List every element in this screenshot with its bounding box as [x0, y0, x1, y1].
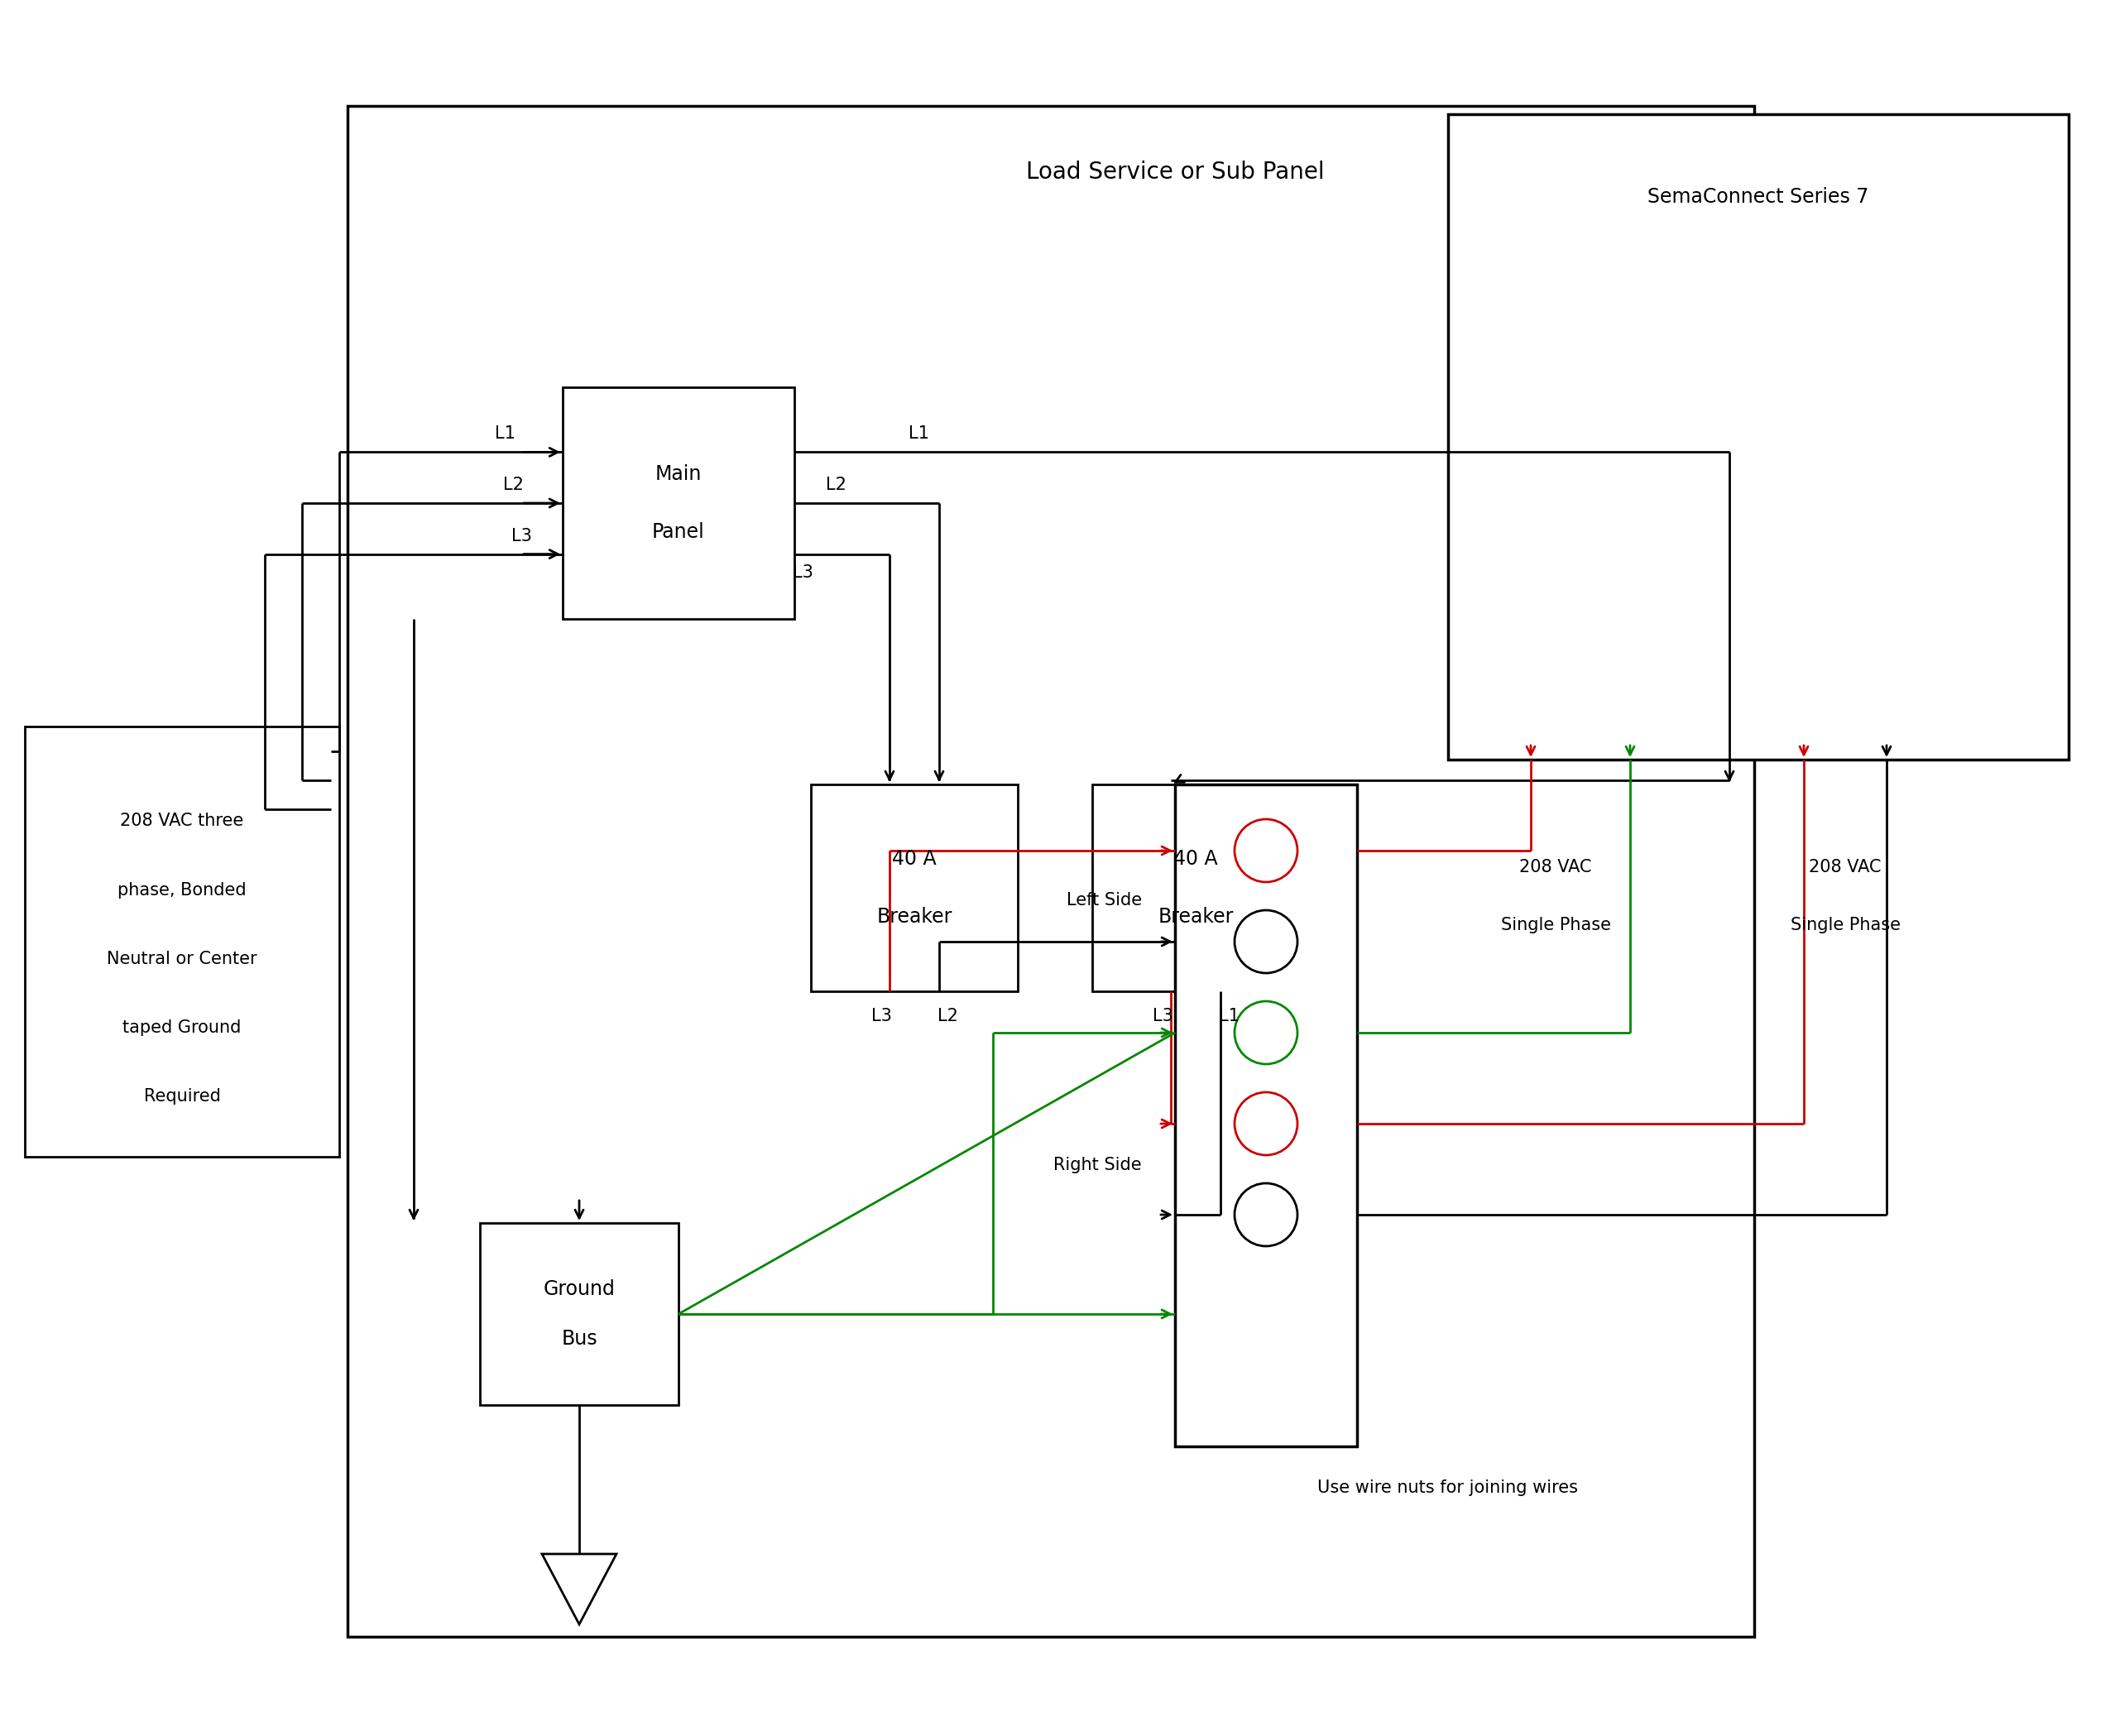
- Circle shape: [1234, 819, 1298, 882]
- Text: Main: Main: [656, 464, 703, 484]
- Bar: [1447, 115, 2068, 760]
- Text: Breaker: Breaker: [876, 906, 952, 927]
- Text: 40 A: 40 A: [1173, 849, 1217, 868]
- Text: L1: L1: [494, 425, 515, 443]
- Text: Breaker: Breaker: [1158, 906, 1234, 927]
- Text: L3: L3: [793, 564, 812, 580]
- Text: 208 VAC: 208 VAC: [1519, 859, 1591, 875]
- Text: 208 VAC three: 208 VAC three: [120, 812, 245, 830]
- Text: Ground: Ground: [542, 1279, 616, 1299]
- Text: Single Phase: Single Phase: [1500, 917, 1610, 934]
- Text: Bus: Bus: [561, 1328, 597, 1349]
- Text: L2: L2: [502, 477, 523, 493]
- Text: Neutral or Center: Neutral or Center: [108, 951, 257, 967]
- Text: phase, Bonded: phase, Bonded: [118, 882, 247, 898]
- Text: 208 VAC: 208 VAC: [1808, 859, 1882, 875]
- Bar: [810, 785, 1017, 991]
- Text: L1: L1: [907, 425, 928, 443]
- Circle shape: [1234, 1092, 1298, 1154]
- Text: Left Side: Left Side: [1066, 892, 1142, 908]
- Text: taped Ground: taped Ground: [122, 1019, 241, 1036]
- Circle shape: [1234, 1002, 1298, 1064]
- Text: L3: L3: [1152, 1009, 1173, 1024]
- Bar: [563, 387, 793, 620]
- Text: Required: Required: [143, 1088, 219, 1104]
- Bar: [479, 1222, 679, 1404]
- Text: Panel: Panel: [652, 523, 705, 542]
- Text: Use wire nuts for joining wires: Use wire nuts for joining wires: [1319, 1479, 1578, 1496]
- Bar: [25, 726, 340, 1156]
- Text: Right Side: Right Side: [1053, 1156, 1142, 1174]
- Circle shape: [1234, 1184, 1298, 1246]
- Text: Load Service or Sub Panel: Load Service or Sub Panel: [1025, 160, 1325, 184]
- Text: Single Phase: Single Phase: [1789, 917, 1901, 934]
- Text: L1: L1: [1217, 1009, 1239, 1024]
- Text: SemaConnect Series 7: SemaConnect Series 7: [1648, 187, 1869, 207]
- Text: L3: L3: [511, 528, 532, 543]
- Circle shape: [1234, 910, 1298, 974]
- Text: L3: L3: [871, 1009, 893, 1024]
- Bar: [348, 106, 1753, 1637]
- Bar: [1093, 785, 1300, 991]
- Text: L2: L2: [825, 477, 846, 493]
- Text: L2: L2: [937, 1009, 958, 1024]
- Text: 40 A: 40 A: [893, 849, 937, 868]
- Bar: [1175, 785, 1357, 1446]
